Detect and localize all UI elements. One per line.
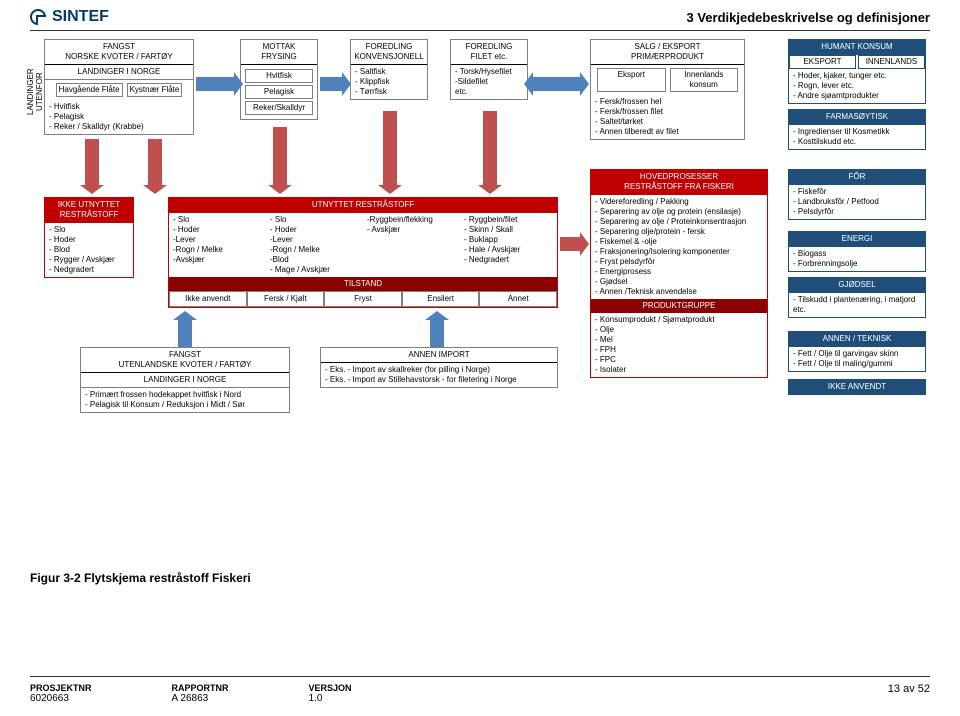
arrow-head-icon <box>425 311 449 320</box>
box-foredling-konv: FOREDLING KONVENSJONELL - Saltfisk - Kli… <box>350 39 428 100</box>
footer-col: PROSJEKTNR 6020663 <box>30 683 92 704</box>
arrow-right-icon <box>530 77 582 91</box>
box-ikke-anvendt: IKKE ANVENDT <box>788 379 926 395</box>
arrow-head-icon <box>524 72 533 96</box>
box-title: FANGST NORSKE KVOTER / FARTØY <box>45 40 193 65</box>
logo: SINTEF <box>30 8 109 26</box>
arrow-head-icon <box>342 72 351 96</box>
doc-title: 3 Verdikjedebeskrivelse og definisjoner <box>687 10 931 25</box>
subheader: LANDINGER I NORGE <box>45 65 193 80</box>
box-hovedprosesser: HOVEDPROSESSER RESTRÅSTOFF FRA FISKERI -… <box>590 169 768 378</box>
box-mottak: MOTTAK FRYSING Hvitfisk Pelagisk Reker/S… <box>240 39 318 120</box>
arrow-right-icon <box>560 237 582 251</box>
page-header: SINTEF 3 Verdikjedebeskrivelse og defini… <box>0 0 960 28</box>
box-fangst-norske: FANGST NORSKE KVOTER / FARTØY LANDINGER … <box>44 39 194 135</box>
box-title: IKKE UTNYTTET RESTRÅSTOFF <box>45 198 133 223</box>
page-number: 13 av 52 <box>888 683 930 704</box>
box-title: HUMANT KONSUM <box>789 40 925 55</box>
box-fangst-utenlandske: FANGST UTENLANDSKE KVOTER / FARTØY LANDI… <box>80 347 290 413</box>
cell: Havgående Flåte <box>56 83 123 97</box>
arrow-head-icon <box>143 185 167 194</box>
body: - Hvitfisk - Pelagisk - Reker / Skalldyr… <box>45 100 193 134</box>
box-humant: HUMANT KONSUM EKSPORT INNENLANDS - Hoder… <box>788 39 926 104</box>
box-title: ENERGI <box>789 232 925 247</box>
box-title: IKKE ANVENDT <box>789 380 925 394</box>
footer-col: RAPPORTNR A 26863 <box>172 683 229 704</box>
box-title: FÔR <box>789 170 925 185</box>
flow-diagram: LANDINGER UTENFOR NORGE FANGST NORSKE KV… <box>30 39 930 559</box>
arrow-down-icon <box>85 139 99 187</box>
arrow-right-icon <box>196 77 236 91</box>
arrow-down-icon <box>483 111 497 187</box>
box-title: GJØDSEL <box>789 278 925 293</box>
produktgruppe-title: PRODUKTGRUPPE <box>591 299 767 313</box>
arrow-up-icon <box>430 319 444 347</box>
figure-caption: Figur 3-2 Flytskjema restråstoff Fiskeri <box>30 571 930 585</box>
box-utnyttet: UTNYTTET RESTRÅSTOFF - Slo - Hoder -Leve… <box>168 197 558 308</box>
header-rule <box>30 30 930 31</box>
box-foredling-filet: FOREDLING FILET etc. - Torsk/Hysefilet -… <box>450 39 528 100</box>
box-salg-eksport: SALG / EKSPORT PRIMÆRPRODUKT Eksport Inn… <box>590 39 745 140</box>
box-title: FARMASØYTISK <box>789 110 925 125</box>
arrow-down-icon <box>383 111 397 187</box>
arrow-head-icon <box>478 185 502 194</box>
footer-col: VERSJON 1.0 <box>309 683 352 704</box>
box-ikke-utnyttet: IKKE UTNYTTET RESTRÅSTOFF - Slo - Hoder … <box>44 197 134 278</box>
arrow-head-icon <box>173 311 197 320</box>
arrow-head-icon <box>580 72 589 96</box>
arrow-up-icon <box>178 319 192 347</box>
box-for: FÔR - Fiskefôr - Landbruksfôr / Petfood … <box>788 169 926 220</box>
arrow-head-icon <box>268 185 292 194</box>
box-title: UTNYTTET RESTRÅSTOFF <box>169 198 557 213</box>
arrow-down-icon <box>273 127 287 187</box>
box-annen-import: ANNEN IMPORT - Eks. - Import av skallrek… <box>320 347 558 388</box>
box-title: FANGST UTENLANDSKE KVOTER / FARTØY <box>81 348 289 373</box>
cell: Kystnær Flåte <box>127 83 183 97</box>
box-title: HOVEDPROSESSER RESTRÅSTOFF FRA FISKERI <box>591 170 767 195</box>
box-farma: FARMASØYTISK - Ingredienser til Kosmetik… <box>788 109 926 150</box>
box-title: FOREDLING KONVENSJONELL <box>351 40 427 65</box>
arrow-down-icon <box>148 139 162 187</box>
tilstand-title: TILSTAND <box>169 277 557 291</box>
page-footer: PROSJEKTNR 6020663 RAPPORTNR A 26863 VER… <box>30 676 930 704</box>
box-gjodsel: GJØDSEL - Tilskudd i plantenæring, i mat… <box>788 277 926 318</box>
logo-icon <box>30 9 46 25</box>
box-annen-teknisk: ANNEN / TEKNISK - Fett / Olje til garvin… <box>788 331 926 372</box>
box-title: FOREDLING FILET etc. <box>451 40 527 65</box>
arrow-head-icon <box>80 185 104 194</box>
box-energi: ENERGI - Biogass - Forbrenningsolje <box>788 231 926 272</box>
box-title: MOTTAK FRYSING <box>241 40 317 65</box>
arrow-head-icon <box>234 72 243 96</box>
box-title: ANNEN / TEKNISK <box>789 332 925 347</box>
arrow-right-icon <box>320 77 344 91</box>
box-title: ANNEN IMPORT <box>321 348 557 363</box>
box-title: SALG / EKSPORT PRIMÆRPRODUKT <box>591 40 744 65</box>
logo-text: SINTEF <box>52 8 109 26</box>
arrow-head-icon <box>580 232 589 256</box>
arrow-head-icon <box>378 185 402 194</box>
